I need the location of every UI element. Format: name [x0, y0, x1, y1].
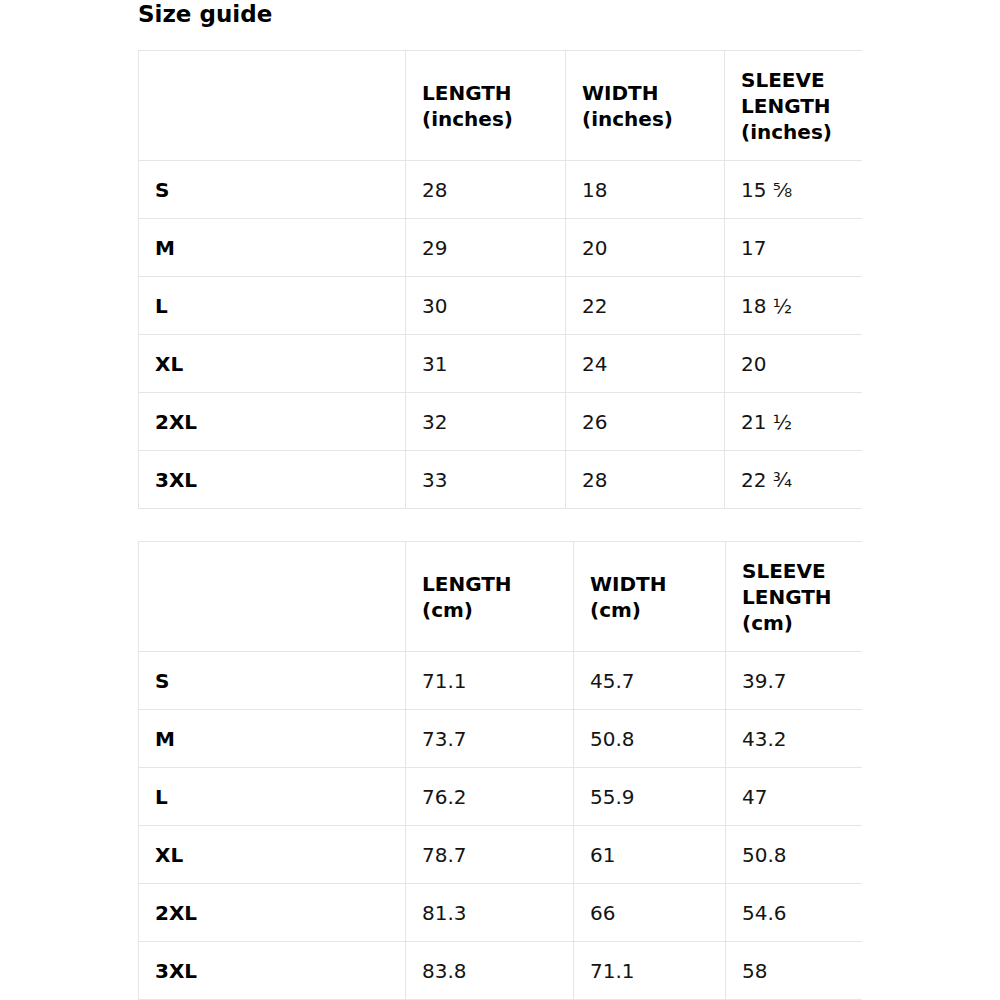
value-cell: 26: [566, 393, 725, 451]
column-header-label: SLEEVE LENGTH: [741, 67, 862, 119]
column-header-length: LENGTH (cm): [406, 542, 574, 652]
value-cell: 83.8: [406, 942, 574, 1000]
value-cell: 20: [566, 219, 725, 277]
table-row: S 71.1 45.7 39.7: [139, 652, 863, 710]
value-cell: 32: [406, 393, 566, 451]
size-label-cell: L: [139, 768, 406, 826]
value-cell: 71.1: [574, 942, 726, 1000]
value-cell: 50.8: [726, 826, 863, 884]
value-cell: 58: [726, 942, 863, 1000]
table-row: 2XL 32 26 21 ½: [139, 393, 863, 451]
value-cell: 71.1: [406, 652, 574, 710]
value-cell: 28: [566, 451, 725, 509]
page-title: Size guide: [138, 0, 862, 28]
header-row: LENGTH (inches) WIDTH (inches) SLEEVE LE…: [139, 51, 863, 161]
column-header-unit: (inches): [582, 106, 708, 132]
value-cell: 29: [406, 219, 566, 277]
column-header-label: LENGTH: [422, 571, 557, 597]
value-cell: 18: [566, 161, 725, 219]
value-cell: 54.6: [726, 884, 863, 942]
column-header-unit: (inches): [741, 119, 862, 145]
size-label-cell: 3XL: [139, 451, 406, 509]
value-cell: 33: [406, 451, 566, 509]
column-header-unit: (inches): [422, 106, 549, 132]
value-cell: 47: [726, 768, 863, 826]
table-row: M 29 20 17: [139, 219, 863, 277]
table-row: L 76.2 55.9 47: [139, 768, 863, 826]
table-row: M 73.7 50.8 43.2: [139, 710, 863, 768]
size-table-cm: LENGTH (cm) WIDTH (cm) SLEEVE LENGTH (cm…: [138, 541, 862, 1000]
corner-header-cell: [139, 542, 406, 652]
column-header-unit: (cm): [742, 610, 862, 636]
table-row: XL 78.7 61 50.8: [139, 826, 863, 884]
value-cell: 66: [574, 884, 726, 942]
column-header-label: WIDTH: [582, 80, 708, 106]
size-label-cell: 2XL: [139, 393, 406, 451]
value-cell: 43.2: [726, 710, 863, 768]
value-cell: 31: [406, 335, 566, 393]
size-label-cell: S: [139, 161, 406, 219]
table-row: L 30 22 18 ½: [139, 277, 863, 335]
column-header-length: LENGTH (inches): [406, 51, 566, 161]
size-label-cell: 2XL: [139, 884, 406, 942]
value-cell: 76.2: [406, 768, 574, 826]
column-header-label: LENGTH: [422, 80, 549, 106]
size-label-cell: S: [139, 652, 406, 710]
size-label-cell: M: [139, 710, 406, 768]
value-cell: 81.3: [406, 884, 574, 942]
column-header-sleeve-length: SLEEVE LENGTH (inches): [725, 51, 863, 161]
value-cell: 39.7: [726, 652, 863, 710]
value-cell: 21 ½: [725, 393, 863, 451]
size-label-cell: L: [139, 277, 406, 335]
column-header-unit: (cm): [590, 597, 709, 623]
size-label-cell: M: [139, 219, 406, 277]
size-label-cell: XL: [139, 335, 406, 393]
column-header-sleeve-length: SLEEVE LENGTH (cm): [726, 542, 863, 652]
size-label-cell: 3XL: [139, 942, 406, 1000]
value-cell: 50.8: [574, 710, 726, 768]
value-cell: 28: [406, 161, 566, 219]
value-cell: 18 ½: [725, 277, 863, 335]
value-cell: 15 ⅝: [725, 161, 863, 219]
column-header-label: SLEEVE LENGTH: [742, 558, 862, 610]
value-cell: 78.7: [406, 826, 574, 884]
table-row: XL 31 24 20: [139, 335, 863, 393]
value-cell: 45.7: [574, 652, 726, 710]
size-table-inches-container: LENGTH (inches) WIDTH (inches) SLEEVE LE…: [138, 50, 862, 509]
size-guide-page: Size guide LENGTH (inches) WIDTH (inches…: [0, 0, 1000, 1000]
value-cell: 61: [574, 826, 726, 884]
column-header-unit: (cm): [422, 597, 557, 623]
value-cell: 55.9: [574, 768, 726, 826]
column-header-width: WIDTH (cm): [574, 542, 726, 652]
table-row: 2XL 81.3 66 54.6: [139, 884, 863, 942]
value-cell: 20: [725, 335, 863, 393]
header-row: LENGTH (cm) WIDTH (cm) SLEEVE LENGTH (cm…: [139, 542, 863, 652]
size-table-inches: LENGTH (inches) WIDTH (inches) SLEEVE LE…: [138, 50, 862, 509]
value-cell: 22 ¾: [725, 451, 863, 509]
table-row: 3XL 83.8 71.1 58: [139, 942, 863, 1000]
size-label-cell: XL: [139, 826, 406, 884]
value-cell: 24: [566, 335, 725, 393]
value-cell: 30: [406, 277, 566, 335]
value-cell: 17: [725, 219, 863, 277]
table-row: 3XL 33 28 22 ¾: [139, 451, 863, 509]
value-cell: 73.7: [406, 710, 574, 768]
column-header-label: WIDTH: [590, 571, 709, 597]
value-cell: 22: [566, 277, 725, 335]
column-header-width: WIDTH (inches): [566, 51, 725, 161]
corner-header-cell: [139, 51, 406, 161]
table-row: S 28 18 15 ⅝: [139, 161, 863, 219]
size-table-cm-container: LENGTH (cm) WIDTH (cm) SLEEVE LENGTH (cm…: [138, 541, 862, 1000]
